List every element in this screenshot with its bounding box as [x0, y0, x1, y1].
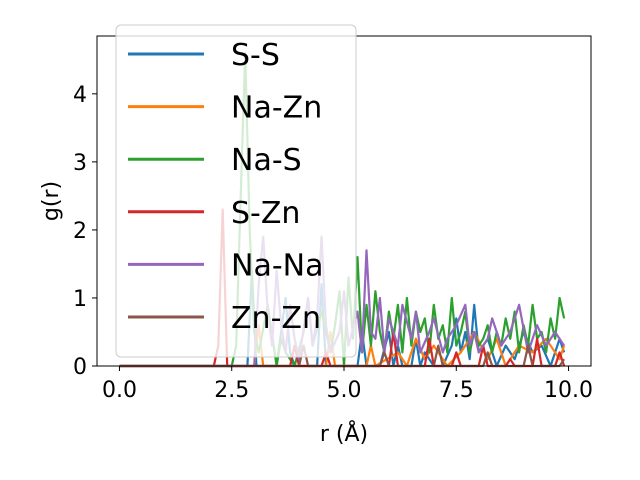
x-axis-label: r (Å)	[320, 420, 368, 447]
y-tick-label: 3	[73, 151, 87, 176]
legend: S-S Na-Zn Na-S S-Zn Na-Na Zn-Zn	[115, 24, 357, 358]
x-axis-ticks: 0.0 2.5 5.0 7.5 10.0	[102, 366, 593, 403]
y-tick-label: 1	[73, 287, 87, 312]
y-tick-label: 2	[73, 219, 87, 244]
y-axis-label: g(r)	[39, 181, 64, 221]
legend-label-s-zn: S-Zn	[231, 196, 300, 231]
x-tick-label: 5.0	[327, 378, 362, 403]
x-tick-label: 10.0	[544, 378, 593, 403]
x-tick-label: 0.0	[102, 378, 137, 403]
legend-label-na-na: Na-Na	[231, 248, 323, 283]
y-tick-label: 0	[73, 355, 87, 380]
y-axis-ticks: 0 1 2 3 4	[73, 83, 97, 380]
series-line-zn-zn	[119, 344, 566, 368]
legend-label-na-s: Na-S	[231, 143, 302, 178]
x-tick-label: 7.5	[439, 378, 474, 403]
x-tick-label: 2.5	[214, 378, 249, 403]
legend-label-na-zn: Na-Zn	[231, 91, 322, 126]
legend-label-zn-zn: Zn-Zn	[231, 301, 321, 336]
legend-items: S-S Na-Zn Na-S S-Zn Na-Na Zn-Zn	[128, 38, 323, 336]
legend-label-s-s: S-S	[231, 38, 280, 73]
y-tick-label: 4	[73, 83, 87, 108]
